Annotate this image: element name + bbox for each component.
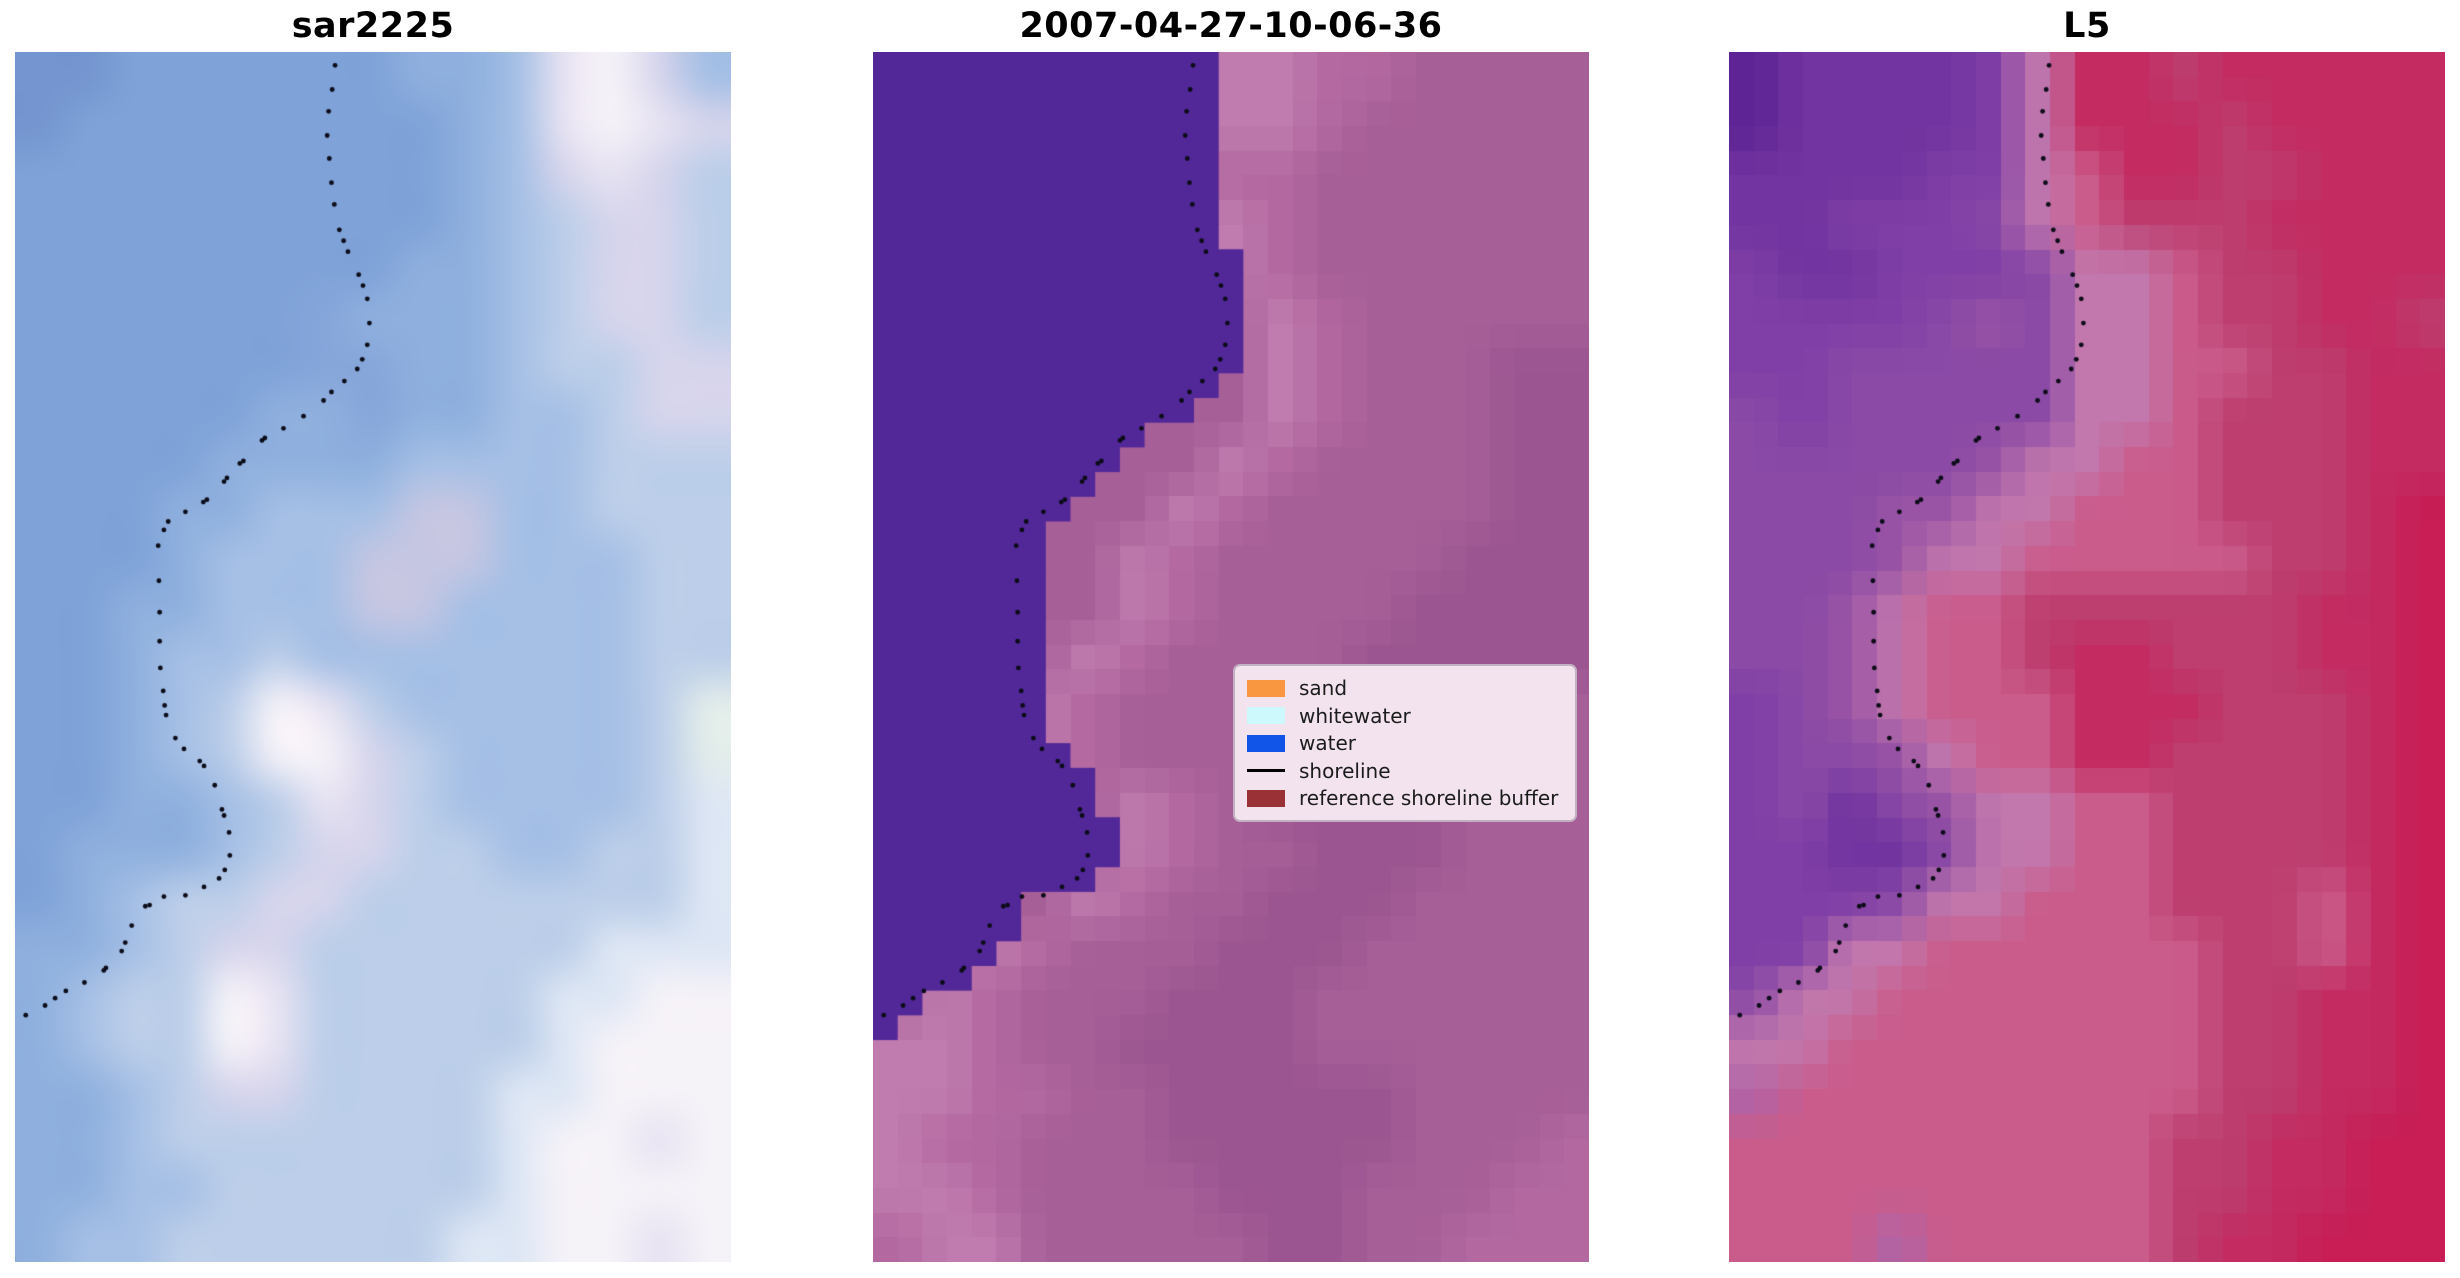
legend-item-reference-buffer: reference shoreline buffer [1247,785,1563,811]
water-swatch-icon [1247,734,1285,752]
legend-item-shoreline: shoreline [1247,758,1563,784]
reference-buffer-swatch-icon [1247,789,1285,807]
panel-title-timestamp: 2007-04-27-10-06-36 [1019,6,1443,46]
sar-image-panel [15,52,731,1262]
panel-title-l5: L5 [2063,6,2111,46]
legend-item-label: shoreline [1299,758,1391,783]
classified-image-panel [873,52,1589,1262]
whitewater-swatch-icon [1247,707,1285,724]
panel-title-sar2225: sar2225 [291,6,455,46]
legend-item-label: whitewater [1299,703,1411,728]
legend-item-label: sand [1299,676,1348,700]
sand-swatch-icon [1247,679,1285,697]
legend-item-label: reference shoreline buffer [1299,786,1559,810]
legend-item-whitewater: whitewater [1247,703,1563,729]
legend-item-water: water [1247,730,1563,756]
shoreline-line-icon [1247,769,1285,772]
legend-item-sand: sand [1247,675,1563,701]
legend-item-label: water [1299,731,1356,755]
landsat5-image-panel [1729,52,2445,1262]
legend-box: sand whitewater water shoreline referenc… [1233,664,1577,822]
